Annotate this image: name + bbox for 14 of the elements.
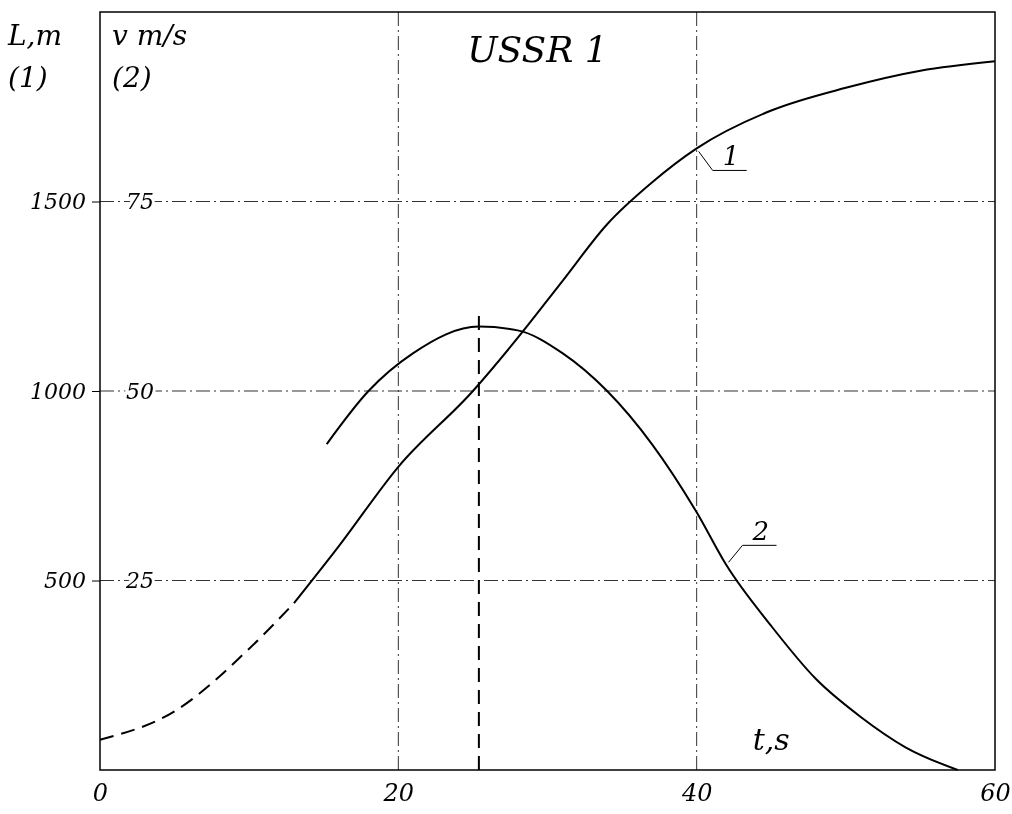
x-tick-label: 40 <box>680 779 713 808</box>
series-label: 2 <box>751 516 770 547</box>
x-tick-label: 20 <box>382 779 415 808</box>
x-tick-label: 0 <box>92 779 109 808</box>
x-tick-label: 60 <box>980 779 1011 808</box>
y-tick-label: 500 <box>44 568 86 594</box>
y-axis-title: L,m (1) <box>7 19 63 94</box>
text: USSR 1 <box>467 29 608 70</box>
y-tick-label: 1500 <box>30 189 86 215</box>
y2-axis-title: v m/s (2) <box>112 19 188 94</box>
series-label: 1 <box>722 141 740 172</box>
x-axis-title: t,s <box>752 722 790 757</box>
y2-tick-label: 50 <box>126 378 154 404</box>
y-tick-label: 1000 <box>30 378 86 404</box>
